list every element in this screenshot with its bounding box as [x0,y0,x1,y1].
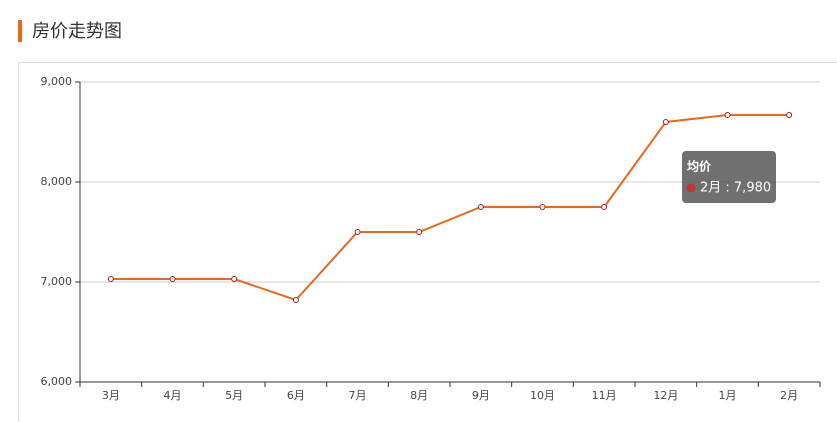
x-tick-label: 9月 [472,389,490,402]
point [107,276,114,282]
x-tick-label: 1月 [719,389,737,402]
x-tick-label: 12月 [653,389,678,402]
tooltip-marker [686,183,696,193]
chart-frame [18,62,837,422]
tooltip-label: 2月 : 7,980 [700,181,771,196]
x-tick-label: 3月 [102,389,120,402]
x-tick-label: 4月 [164,389,182,402]
chart-title: 房价走势图 [32,21,122,42]
point [354,229,361,235]
x-tick-label: 8月 [410,389,428,402]
point [477,204,484,210]
y-tick-label: 8,000 [41,175,73,188]
x-tick-label: 10月 [530,389,555,402]
tooltip: 均价 2月 : 7,980 [682,151,776,203]
point [231,276,238,282]
line [110,114,790,302]
x-tick-label: 11月 [592,389,617,402]
y-tick-label: 7,000 [41,275,73,288]
tooltip-box [682,151,776,203]
title-accent [18,20,22,42]
point [662,119,669,125]
x-tick-label: 5月 [225,389,243,402]
point [724,112,731,118]
tooltip-title: 均价 [687,159,712,174]
y-tick-label: 6,000 [41,375,73,388]
y-tick-label: 9,000 [41,75,73,88]
point [786,112,793,118]
x-tick-label: 2月 [780,389,798,402]
x-tick-label: 6月 [287,389,305,402]
point [539,204,546,210]
point [601,204,608,210]
point [169,276,176,282]
point [292,297,299,303]
x-tick-label: 7月 [349,389,367,402]
point [416,229,423,235]
